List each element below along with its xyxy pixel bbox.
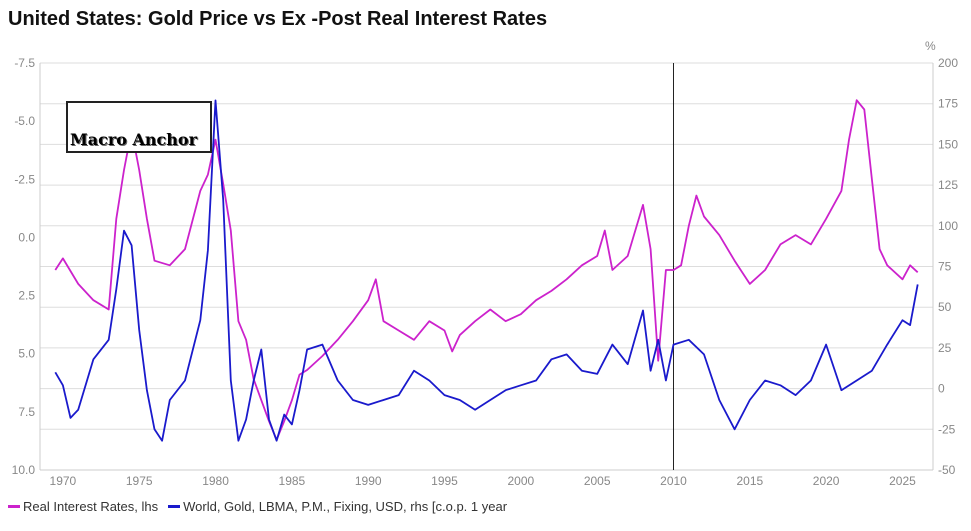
left-tick-label: -5.0 [14, 114, 35, 128]
x-tick-label: 1975 [126, 474, 153, 488]
right-tick-label: 150 [938, 137, 958, 151]
chart-title: United States: Gold Price vs Ex -Post Re… [8, 8, 548, 30]
legend-item-real-rates[interactable]: Real Interest Rates, lhs [8, 499, 158, 514]
right-tick-label: 200 [938, 56, 958, 70]
right-tick-label: 75 [938, 260, 952, 274]
left-tick-label: 7.5 [18, 405, 35, 419]
left-tick-label: 5.0 [18, 347, 35, 361]
legend-swatch [8, 505, 20, 508]
left-tick-label: -7.5 [14, 56, 35, 70]
macro-anchor-logo: Macro Anchor [66, 101, 212, 153]
x-tick-label: 2000 [507, 474, 534, 488]
x-tick-label: 1970 [50, 474, 77, 488]
x-tick-label: 1985 [279, 474, 306, 488]
right-tick-label: 100 [938, 219, 958, 233]
logo-text: Macro Anchor [70, 130, 198, 149]
right-tick-label: -50 [938, 463, 956, 477]
left-tick-label: 10.0 [12, 463, 36, 477]
series-line-real-rates [54, 99, 919, 441]
legend: Real Interest Rates, lhs World, Gold, LB… [8, 499, 507, 514]
left-tick-label: 0.0 [18, 230, 35, 244]
right-tick-label: 50 [938, 300, 952, 314]
right-tick-label: -25 [938, 422, 956, 436]
legend-label: World, Gold, LBMA, P.M., Fixing, USD, rh… [183, 499, 508, 514]
right-tick-label: 25 [938, 341, 952, 355]
x-tick-label: 1980 [202, 474, 229, 488]
left-tick-label: 2.5 [18, 289, 35, 303]
right-tick-label: 175 [938, 97, 958, 111]
x-tick-label: 2020 [813, 474, 840, 488]
x-tick-label: 1995 [431, 474, 458, 488]
legend-swatch [168, 505, 181, 508]
right-tick-label: 125 [938, 178, 958, 192]
series-line-gold [54, 99, 919, 442]
right-axis-unit: % [925, 39, 936, 53]
x-tick-label: 2005 [584, 474, 611, 488]
left-tick-label: -2.5 [14, 172, 35, 186]
x-tick-label: 2025 [889, 474, 916, 488]
x-tick-label: 1990 [355, 474, 382, 488]
legend-item-gold[interactable]: World, Gold, LBMA, P.M., Fixing, USD, rh… [168, 499, 507, 514]
x-tick-label: 2010 [660, 474, 687, 488]
x-tick-label: 2015 [736, 474, 763, 488]
right-tick-label: 0 [938, 382, 945, 396]
legend-label: Real Interest Rates, lhs [23, 499, 159, 514]
